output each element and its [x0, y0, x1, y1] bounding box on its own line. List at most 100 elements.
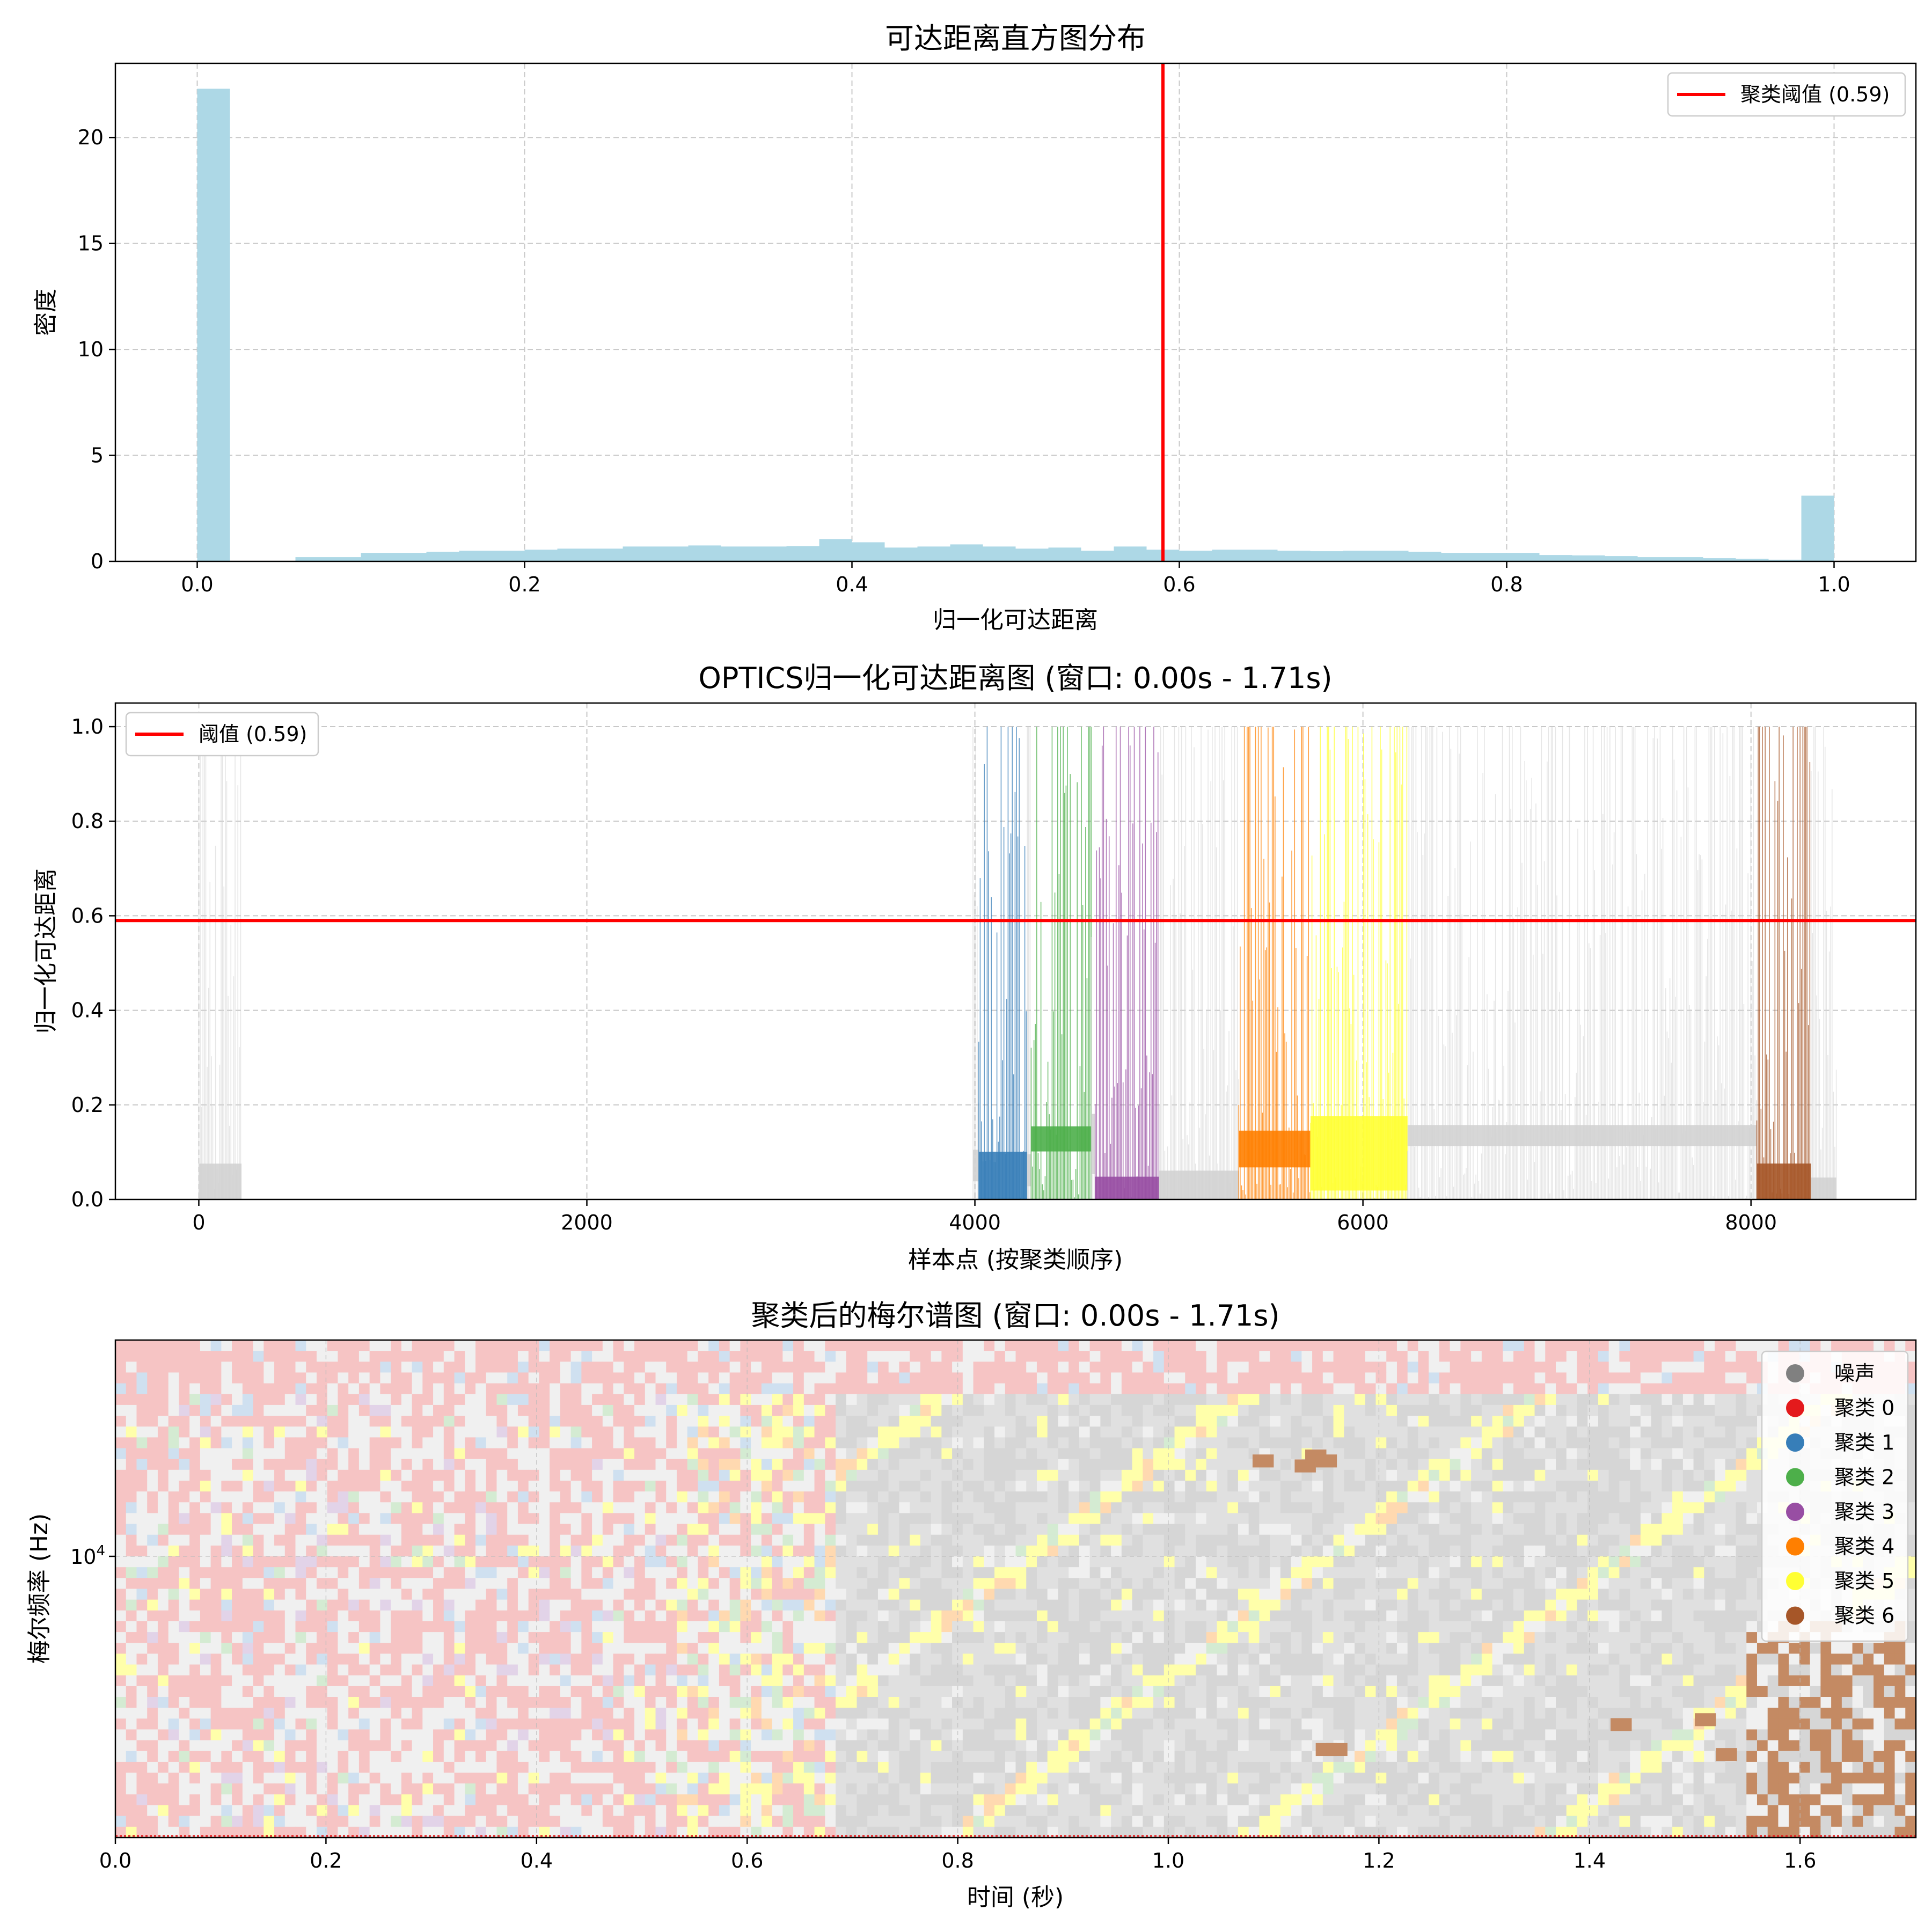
heatmap-cell: [825, 1459, 836, 1470]
heatmap-cell: [698, 1534, 709, 1546]
heatmap-cells: [115, 1340, 1916, 1838]
heatmap-cell: [242, 1394, 254, 1406]
heatmap-cell: [1015, 1502, 1027, 1514]
heatmap-cell: [1280, 1351, 1292, 1362]
heatmap-cell: [931, 1448, 942, 1460]
heatmap-cell: [1174, 1416, 1185, 1427]
heatmap-cell: [369, 1394, 380, 1406]
heatmap-cell: [179, 1469, 190, 1481]
histogram-bar: [1474, 553, 1507, 561]
heatmap-cell: [1036, 1426, 1048, 1438]
heatmap-cell: [253, 1502, 264, 1514]
heatmap-cell: [1206, 1567, 1218, 1578]
heatmap-cell: [888, 1448, 900, 1460]
heatmap-cell: [1651, 1469, 1662, 1481]
heatmap-cell: [1545, 1459, 1556, 1470]
heatmap-cell: [1069, 1534, 1080, 1546]
heatmap-cell: [888, 1426, 900, 1438]
heatmap-cell: [232, 1491, 243, 1503]
heatmap-cell: [369, 1469, 380, 1481]
heatmap-cell: [517, 1437, 529, 1449]
x-tick-label: 8000: [1725, 1211, 1777, 1234]
heatmap-cell: [1513, 1383, 1525, 1395]
heatmap-cell: [761, 1491, 773, 1503]
heatmap-cell: [1227, 1448, 1239, 1460]
heatmap-cell: [857, 1394, 868, 1406]
heatmap-cell: [1301, 1404, 1313, 1416]
heatmap-cell: [306, 1351, 317, 1362]
heatmap-cell: [1069, 1545, 1080, 1557]
heatmap-cell: [1704, 1351, 1715, 1362]
heatmap-cell: [761, 1383, 773, 1395]
heatmap-cell: [719, 1351, 730, 1362]
heatmap-cell: [1566, 1513, 1578, 1525]
heatmap-cell: [422, 1480, 434, 1492]
heatmap-cell: [899, 1545, 910, 1557]
heatmap-cell: [380, 1351, 391, 1362]
heatmap-cell: [624, 1448, 635, 1460]
heatmap-cell: [1704, 1491, 1715, 1503]
heatmap-cell: [962, 1534, 974, 1546]
heatmap-cell: [899, 1491, 910, 1503]
heatmap-cell: [232, 1404, 243, 1416]
heatmap-cell: [570, 1524, 582, 1535]
heatmap-cell: [1301, 1524, 1313, 1535]
heatmap-cell: [1100, 1416, 1111, 1427]
heatmap-cell: [264, 1383, 275, 1395]
heatmap-cell: [1418, 1437, 1429, 1449]
heatmap-cell: [857, 1372, 868, 1384]
heatmap-cell: [1259, 1469, 1270, 1481]
heatmap-cell: [1725, 1491, 1737, 1503]
heatmap-cell: [454, 1404, 465, 1416]
heatmap-cell: [391, 1394, 402, 1406]
heatmap-cell: [391, 1502, 402, 1514]
heatmap-cell: [676, 1524, 688, 1535]
heatmap-cell: [1217, 1480, 1228, 1492]
heatmap-cell: [1163, 1394, 1175, 1406]
heatmap-cell: [136, 1513, 148, 1525]
heatmap-cell: [1132, 1491, 1143, 1503]
heatmap-cell: [1259, 1513, 1270, 1525]
heatmap-cell: [1174, 1448, 1185, 1460]
heatmap-cell: [1270, 1416, 1281, 1427]
heatmap-cell: [412, 1404, 423, 1416]
heatmap-cell: [1036, 1469, 1048, 1481]
heatmap-cell: [1100, 1556, 1111, 1568]
heatmap-cell: [1418, 1394, 1429, 1406]
heatmap-cell: [1238, 1383, 1249, 1395]
heatmap-cell: [1725, 1416, 1737, 1427]
heatmap-cell: [624, 1524, 635, 1535]
heatmap-cell: [1132, 1578, 1143, 1590]
heatmap-cell: [189, 1534, 201, 1546]
heatmap-cell: [655, 1437, 667, 1449]
heatmap-cell: [1407, 1513, 1419, 1525]
heatmap-cell: [751, 1567, 762, 1578]
heatmap-cell: [836, 1362, 847, 1373]
heatmap-cell: [1662, 1480, 1673, 1492]
heatmap-cell: [528, 1480, 540, 1492]
heatmap-cell: [613, 1545, 624, 1557]
heatmap-cell: [200, 1394, 211, 1406]
heatmap-cell: [507, 1362, 518, 1373]
heatmap-cell: [836, 1491, 847, 1503]
heatmap-cell: [369, 1491, 380, 1503]
heatmap-cell: [1111, 1502, 1122, 1514]
heatmap-cell: [1630, 1524, 1641, 1535]
heatmap-cell: [539, 1545, 550, 1557]
heatmap-cell: [772, 1416, 783, 1427]
heatmap-cell: [645, 1578, 656, 1590]
heatmap-cell: [581, 1448, 592, 1460]
heatmap-cell: [391, 1480, 402, 1492]
heatmap-cell: [1693, 1578, 1704, 1590]
heatmap-cell: [147, 1524, 158, 1535]
heatmap-cell: [676, 1491, 688, 1503]
heatmap-cell: [1259, 1480, 1270, 1492]
heatmap-cell: [1111, 1534, 1122, 1546]
heatmap-cell: [1270, 1340, 1281, 1351]
heatmap-cell: [1069, 1372, 1080, 1384]
heatmap-cell: [857, 1351, 868, 1362]
heatmap-cell: [1301, 1383, 1313, 1395]
heatmap-cell: [1153, 1340, 1165, 1351]
histogram-bar: [852, 542, 885, 561]
